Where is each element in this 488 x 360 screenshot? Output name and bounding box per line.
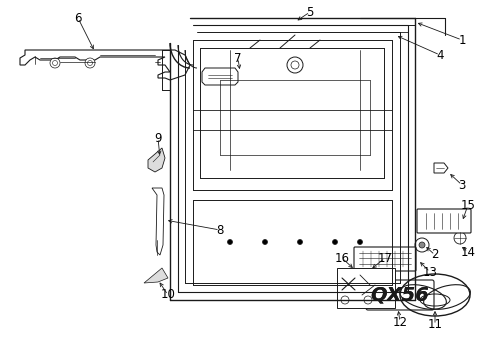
Text: 11: 11 [427, 319, 442, 332]
Text: 9: 9 [154, 131, 162, 144]
Text: 8: 8 [216, 224, 223, 237]
Text: QX56: QX56 [370, 285, 428, 305]
Text: 14: 14 [460, 246, 474, 258]
Circle shape [262, 239, 267, 244]
Circle shape [85, 58, 95, 68]
Text: 6: 6 [74, 12, 81, 24]
Circle shape [357, 239, 362, 244]
Text: 16: 16 [334, 252, 349, 265]
Circle shape [290, 61, 298, 69]
Text: 5: 5 [305, 5, 313, 18]
Text: 10: 10 [160, 288, 175, 302]
Text: 7: 7 [234, 51, 241, 64]
Text: 17: 17 [377, 252, 392, 265]
Circle shape [52, 60, 58, 66]
Circle shape [87, 60, 92, 66]
Polygon shape [148, 148, 164, 172]
Circle shape [297, 239, 302, 244]
Text: 13: 13 [422, 266, 437, 279]
Text: 2: 2 [430, 248, 438, 261]
Text: 15: 15 [460, 198, 474, 212]
Circle shape [453, 232, 465, 244]
Circle shape [332, 239, 337, 244]
Circle shape [227, 239, 232, 244]
Text: QX56: QX56 [370, 285, 428, 305]
Bar [336, 268, 394, 308]
Circle shape [286, 57, 303, 73]
Polygon shape [143, 268, 168, 283]
Circle shape [363, 296, 371, 304]
FancyBboxPatch shape [353, 247, 415, 271]
Text: 12: 12 [392, 315, 407, 328]
Circle shape [340, 296, 348, 304]
Text: 1: 1 [457, 33, 465, 46]
FancyBboxPatch shape [365, 280, 433, 310]
Text: 4: 4 [435, 49, 443, 62]
FancyBboxPatch shape [416, 209, 470, 233]
Circle shape [418, 242, 424, 248]
Text: 3: 3 [457, 179, 465, 192]
Circle shape [50, 58, 60, 68]
Circle shape [414, 238, 428, 252]
